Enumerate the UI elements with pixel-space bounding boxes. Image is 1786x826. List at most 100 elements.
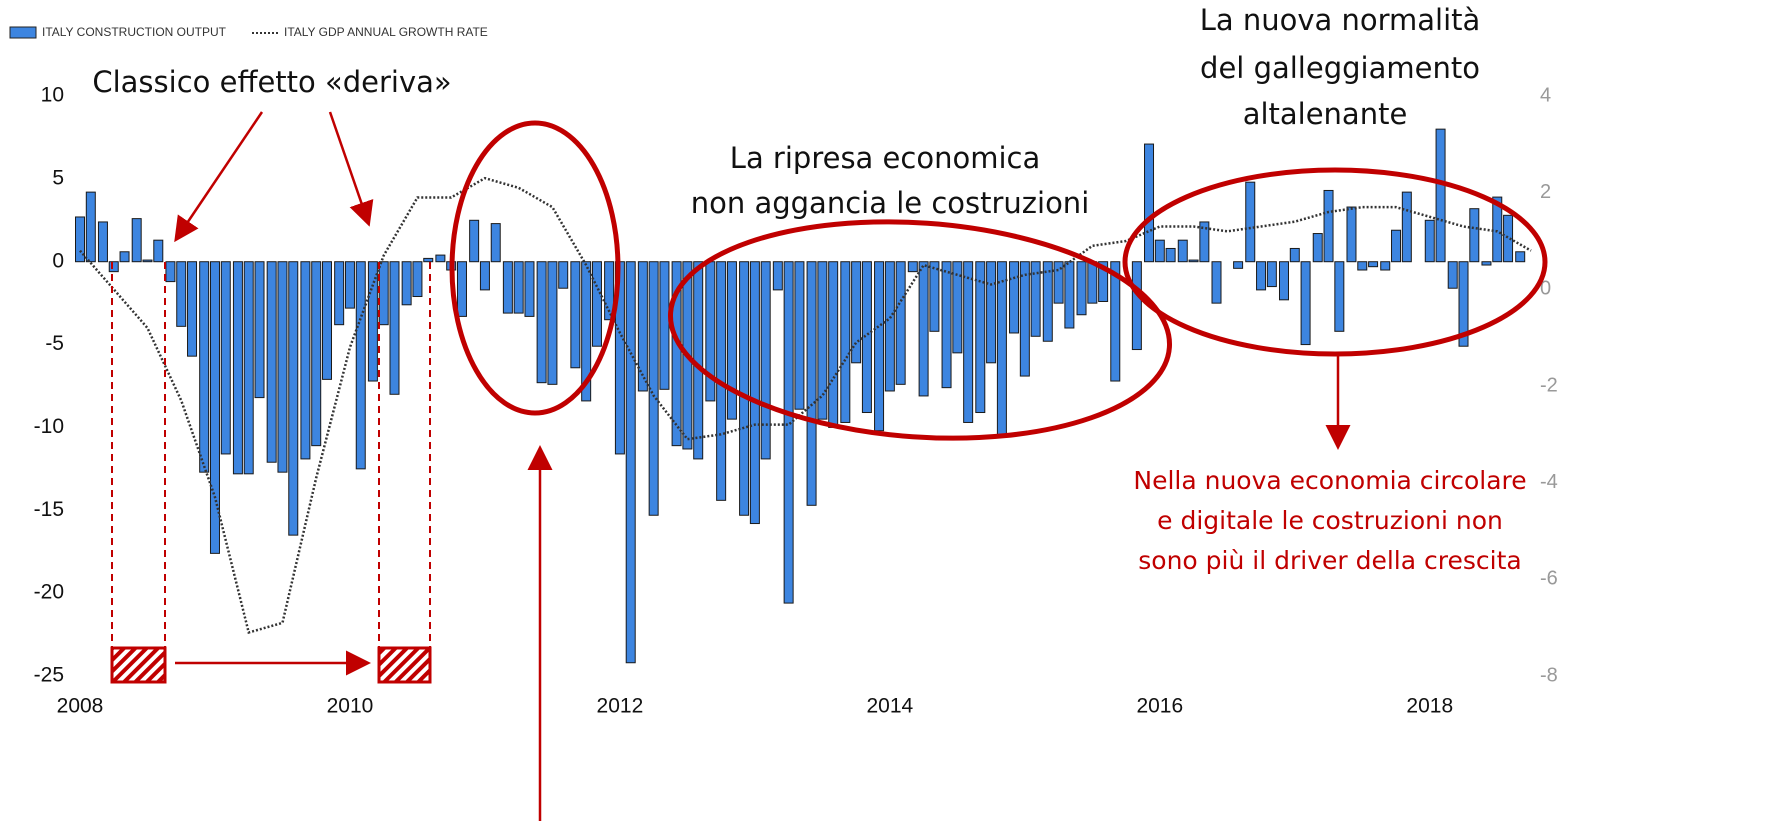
- bar: [1492, 196, 1503, 263]
- bar: [423, 257, 434, 263]
- bar: [1256, 261, 1267, 291]
- bar: [929, 261, 940, 332]
- x-tick-label: 2018: [1406, 695, 1453, 718]
- bar: [220, 261, 231, 455]
- y-tick-label: 5: [52, 166, 64, 189]
- bar: [907, 261, 918, 273]
- y-tick-label: 10: [41, 84, 64, 107]
- bar: [469, 219, 480, 263]
- bar: [85, 191, 96, 263]
- bar: [322, 261, 333, 380]
- bar: [570, 261, 581, 369]
- bar: [952, 261, 963, 354]
- bar: [1144, 143, 1155, 263]
- bar: [884, 261, 895, 392]
- x-tick-label: 2016: [1136, 695, 1183, 718]
- bar: [1481, 261, 1492, 266]
- bar: [941, 261, 952, 389]
- annotation: e digitale le costruzioni non: [1157, 506, 1503, 535]
- marks: [75, 128, 1532, 664]
- bar: [1042, 261, 1053, 342]
- bar: [367, 261, 378, 382]
- bar: [1435, 128, 1446, 263]
- bar: [1289, 247, 1300, 263]
- bar: [1165, 247, 1176, 263]
- bar: [254, 261, 265, 399]
- bar: [760, 261, 771, 460]
- bar: [412, 261, 423, 298]
- bar: [97, 221, 108, 263]
- x-tick-label: 2008: [57, 695, 104, 718]
- bar: [1131, 261, 1142, 351]
- bar: [131, 218, 142, 263]
- line: [79, 176, 1532, 635]
- bar: [1334, 261, 1345, 332]
- bar: [851, 261, 862, 364]
- bar: [1053, 261, 1064, 304]
- bar: [1019, 261, 1030, 377]
- bar: [199, 261, 210, 473]
- legend-label: ITALY CONSTRUCTION OUTPUT: [42, 25, 227, 39]
- bar: [637, 261, 648, 392]
- bar: [153, 239, 164, 263]
- bar: [918, 261, 929, 397]
- bar: [1064, 261, 1075, 329]
- bar: [1380, 261, 1391, 271]
- bar: [1098, 261, 1109, 302]
- bar: [389, 261, 400, 395]
- bar: [1188, 259, 1199, 263]
- bar: [895, 261, 906, 385]
- bar: [1030, 261, 1041, 337]
- bar: [986, 261, 997, 364]
- annotation: Nella nuova economia circolare: [1133, 466, 1526, 495]
- bar: [1458, 261, 1469, 347]
- x-tick-label: 2010: [327, 695, 374, 718]
- bar: [165, 261, 176, 283]
- bar: [1076, 261, 1087, 316]
- bar: [772, 261, 783, 291]
- bar: [435, 254, 446, 263]
- y2-tick-label: 4: [1540, 84, 1551, 106]
- bar: [344, 261, 355, 309]
- bar: [963, 261, 974, 423]
- bar: [1447, 261, 1458, 289]
- bar: [581, 261, 592, 402]
- legend: ITALY CONSTRUCTION OUTPUT ITALY GDP ANNU…: [9, 25, 488, 39]
- bar: [817, 261, 828, 420]
- bar: [187, 261, 198, 357]
- bar: [536, 261, 547, 384]
- bar: [1245, 181, 1256, 263]
- bar: [975, 261, 986, 414]
- annotations: Classico effetto «deriva» La nuova norma…: [92, 3, 1526, 575]
- y-tick-label: -20: [34, 581, 64, 604]
- bar: [1401, 191, 1412, 263]
- annotation: Classico effetto «deriva»: [92, 65, 451, 99]
- bar: [1346, 206, 1357, 263]
- bar: [75, 216, 85, 263]
- annotation: sono più il driver della crescita: [1138, 546, 1521, 575]
- bar: [108, 261, 119, 273]
- legend-label: ITALY GDP ANNUAL GROWTH RATE: [284, 25, 488, 39]
- bar: [176, 261, 187, 327]
- bar: [1515, 251, 1526, 263]
- bar: [502, 261, 513, 314]
- bar: [604, 261, 615, 321]
- bar: [840, 261, 851, 423]
- bar: [1087, 261, 1098, 304]
- bar: [288, 261, 299, 536]
- bar: [300, 261, 311, 460]
- bar: [996, 261, 1007, 438]
- bar: [1199, 221, 1210, 263]
- bar: [456, 261, 467, 317]
- bar: [232, 261, 243, 475]
- y-tick-label: -10: [34, 415, 64, 438]
- bar: [1357, 261, 1368, 271]
- bar: [861, 261, 872, 414]
- x-tick-label: 2012: [597, 695, 644, 718]
- bar: [671, 261, 682, 447]
- bar: [659, 261, 670, 390]
- legend-swatch: [9, 26, 37, 39]
- bar: [558, 261, 569, 289]
- bar: [739, 261, 750, 516]
